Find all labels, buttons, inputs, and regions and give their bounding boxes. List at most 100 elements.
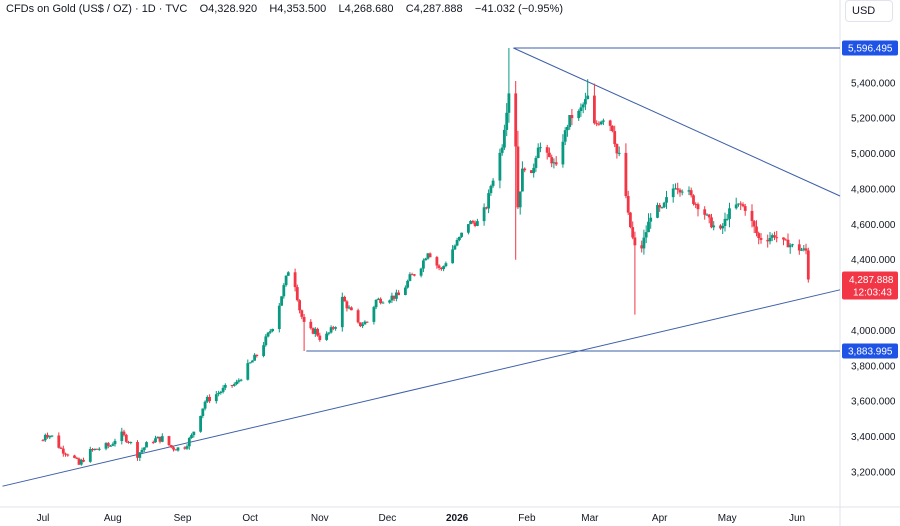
candle [253,353,256,361]
bar-countdown-label: 12:03:43 [853,288,892,299]
level-price-label: 5,596.495 [848,44,893,55]
candle [788,243,792,254]
candle [174,449,178,451]
candle [521,161,524,192]
candle [111,442,115,447]
candle [426,252,430,260]
time-tick-label: May [718,513,737,524]
candle [61,445,65,457]
candle [671,184,675,203]
candle [109,444,112,447]
candle [424,257,427,261]
candle [741,202,745,208]
candle [329,325,333,334]
candle [532,163,536,178]
candle [644,225,648,244]
symbol-title[interactable]: CFDs on Gold (US$ / OZ) · 1D · TVC [6,3,188,15]
price-tick-label: 5,400.000 [851,78,896,89]
candle [219,390,223,395]
time-tick-label: Mar [581,513,599,524]
candle [208,394,211,404]
candle [97,447,101,451]
level-price-tag [842,343,898,359]
candle [316,327,319,337]
current-price-label: 4,287.888 [849,275,894,286]
candle [199,415,202,433]
candle [66,453,70,457]
candle [75,456,79,460]
candle [41,439,45,442]
candle [122,429,126,437]
time-tick-label: Jul [37,513,50,524]
ohlc-high: H4,353.500 [269,3,327,15]
candle [550,154,554,168]
candle [377,297,380,301]
candle [293,268,297,292]
candle [343,295,346,302]
currency-button[interactable]: USD [845,0,893,22]
candle [642,229,646,255]
candle [347,305,351,310]
candle [422,258,425,273]
time-axis[interactable]: Jul Aug Sep Oct Nov Dec 2026 Feb Mar Apr May Jun [37,513,805,524]
trendline-resistance[interactable] [513,47,841,197]
price-tick-label: 5,000.000 [851,149,896,160]
candle [775,231,779,243]
candle [505,103,509,137]
time-tick-label: Apr [652,513,668,524]
candle [707,214,711,224]
candle [487,189,490,214]
candle [518,191,522,215]
candle [264,334,268,347]
candle [286,271,290,276]
current-price-tag [842,271,898,300]
candle [201,408,205,419]
candle [584,92,587,111]
candle [554,156,558,166]
candle [395,289,398,302]
candle [230,384,234,388]
price-axis[interactable]: 5,400.000 5,200.000 5,000.000 4,800.000 4,60… [851,78,896,478]
candle [689,187,693,198]
candle [804,243,808,255]
candle [79,458,83,466]
candle [262,342,265,358]
candle [156,436,160,439]
time-tick-label: 2026 [446,513,469,524]
candle [784,238,788,241]
price-tick-label: 4,800.000 [851,184,896,195]
candle [298,299,301,314]
candle [489,184,493,196]
candle [392,295,396,302]
candle [190,433,193,439]
candle [145,441,148,448]
candle [460,232,463,238]
candle [611,125,614,133]
candle [577,109,581,121]
candle [665,190,668,209]
candle [674,183,677,190]
candle [381,301,385,304]
candle [712,221,716,231]
candle [237,378,241,384]
candle [617,146,621,157]
candle [507,48,511,123]
candle [413,274,416,277]
time-tick-label: Sep [174,513,192,524]
candle [223,383,227,391]
candle [773,231,776,241]
candle [548,147,551,158]
candle [561,134,565,168]
candle [692,194,695,206]
candle [649,213,653,229]
price-tick-label: 3,800.000 [851,361,896,372]
candle [568,115,572,130]
candle [255,354,259,358]
ohlc-close: C4,287.888 [405,3,463,15]
candle [660,206,664,209]
candle [806,247,810,283]
candle [530,170,533,174]
price-tags: 5,596.495 3,883.995 4,287.888 12:03:43 [842,40,898,359]
candle [372,305,376,325]
